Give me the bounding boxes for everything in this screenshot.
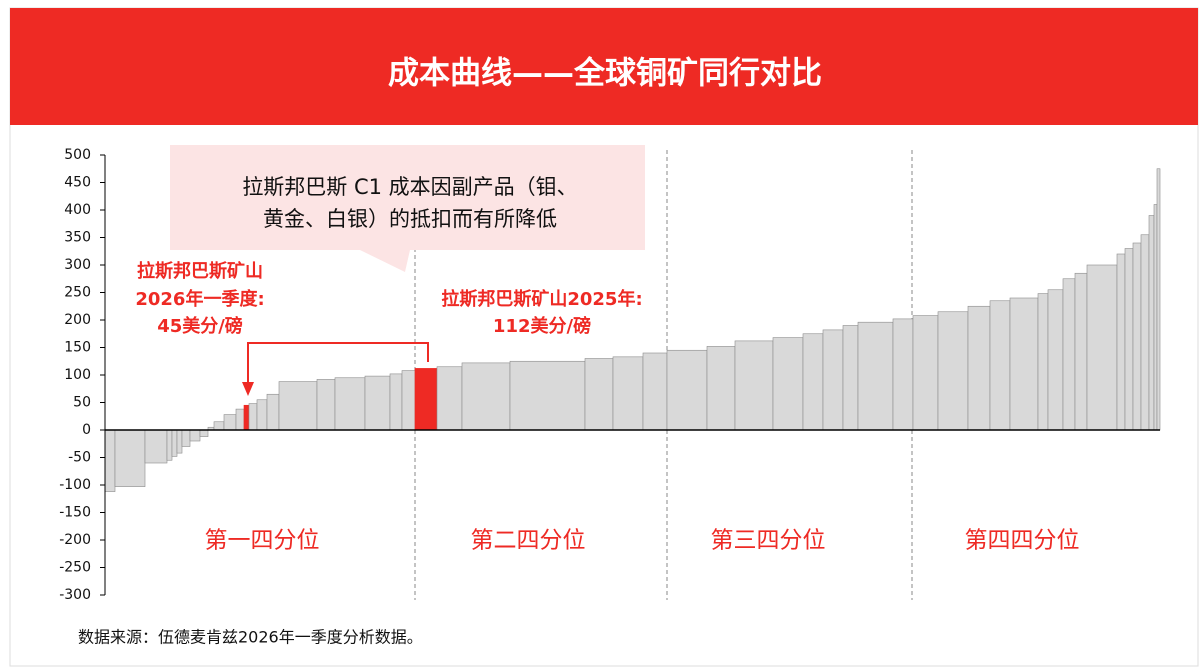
bar (189, 429, 201, 442)
bar (706, 346, 736, 431)
bar (822, 329, 844, 431)
callout-text: 黄金、白银）的抵扣而有所降低 (263, 207, 557, 231)
y-tick-label: 150 (64, 340, 91, 356)
bar (1140, 234, 1150, 431)
annotation: 112美分/磅 (493, 315, 591, 337)
bar (334, 377, 366, 431)
bar (114, 429, 146, 487)
source: 数据来源：伍德麦肯兹2026年一季度分析数据。 (78, 628, 423, 647)
arrow-head (242, 382, 254, 396)
quartile-label: 第一四分位 (205, 528, 320, 554)
y-tick-label: 250 (64, 285, 91, 301)
y-tick-label: -200 (59, 532, 91, 548)
y-tick-label: -300 (59, 587, 91, 603)
y-tick-label: -100 (59, 477, 91, 493)
y-tick-label: 200 (64, 312, 91, 328)
bar (666, 349, 708, 431)
bar (104, 429, 116, 492)
bar (223, 414, 237, 431)
y-tick-label: 100 (64, 367, 91, 383)
bar (364, 375, 391, 431)
bar (842, 325, 859, 431)
annotation: 拉斯邦巴斯矿山 (137, 260, 263, 282)
y-tick-label: 350 (64, 230, 91, 246)
bar (1009, 297, 1039, 431)
bar (414, 368, 438, 431)
bar (1116, 253, 1126, 431)
bar (213, 421, 225, 431)
bar (181, 429, 191, 447)
bar (612, 356, 644, 431)
bar (278, 381, 318, 431)
bar (1153, 204, 1158, 431)
annotation: 45美分/磅 (157, 315, 243, 337)
bar (401, 370, 416, 431)
bar (256, 399, 268, 431)
bar (176, 429, 183, 454)
y-tick-label: 0 (82, 422, 91, 438)
bar (642, 352, 668, 431)
y-tick-label: -50 (68, 450, 91, 466)
bar (967, 305, 991, 431)
bar (1074, 272, 1088, 431)
bar (937, 311, 969, 431)
bar (1047, 289, 1064, 431)
callout-box (170, 145, 645, 272)
bar (1148, 215, 1155, 431)
bar (989, 300, 1011, 431)
bar (436, 366, 463, 431)
bar (584, 358, 614, 431)
y-tick-label: 300 (64, 257, 91, 273)
bar (461, 362, 511, 431)
bar (144, 429, 168, 464)
quartile-label: 第二四分位 (471, 528, 586, 554)
bar (1132, 242, 1142, 431)
bar (171, 429, 178, 457)
bar (316, 379, 336, 431)
bar (1086, 264, 1118, 431)
chart-title: 成本曲线——全球铜矿同行对比 (388, 56, 822, 92)
quartile-label: 第三四分位 (711, 528, 826, 554)
bar (772, 337, 804, 431)
bar (734, 340, 774, 431)
bar (166, 429, 173, 461)
connector (247, 342, 429, 385)
y-tick-label: -250 (59, 560, 91, 576)
bar (802, 333, 824, 431)
bar (892, 318, 914, 431)
quartile-label: 第四四分位 (965, 528, 1080, 554)
bar (912, 315, 939, 431)
bar (1037, 293, 1049, 431)
bar (266, 393, 280, 431)
y-tick-label: 400 (64, 202, 91, 218)
y-tick-label: 450 (64, 175, 91, 191)
bar (199, 429, 209, 437)
bar (1156, 168, 1161, 431)
annotation: 拉斯邦巴斯矿山2025年: (441, 288, 642, 310)
bar (389, 373, 403, 431)
header (10, 8, 1198, 125)
bar (248, 403, 258, 431)
bar (1124, 248, 1134, 431)
y-tick-label: 500 (64, 147, 91, 163)
y-tick-label: -150 (59, 505, 91, 521)
y-tick-label: 50 (73, 395, 91, 411)
bar (857, 321, 894, 431)
bar (243, 404, 250, 431)
bar (509, 360, 586, 431)
bar (235, 408, 245, 431)
bar (1062, 278, 1076, 431)
annotation: 2026年一季度: (135, 288, 264, 310)
callout-text: 拉斯邦巴斯 C1 成本因副产品（钼、 (242, 175, 577, 199)
